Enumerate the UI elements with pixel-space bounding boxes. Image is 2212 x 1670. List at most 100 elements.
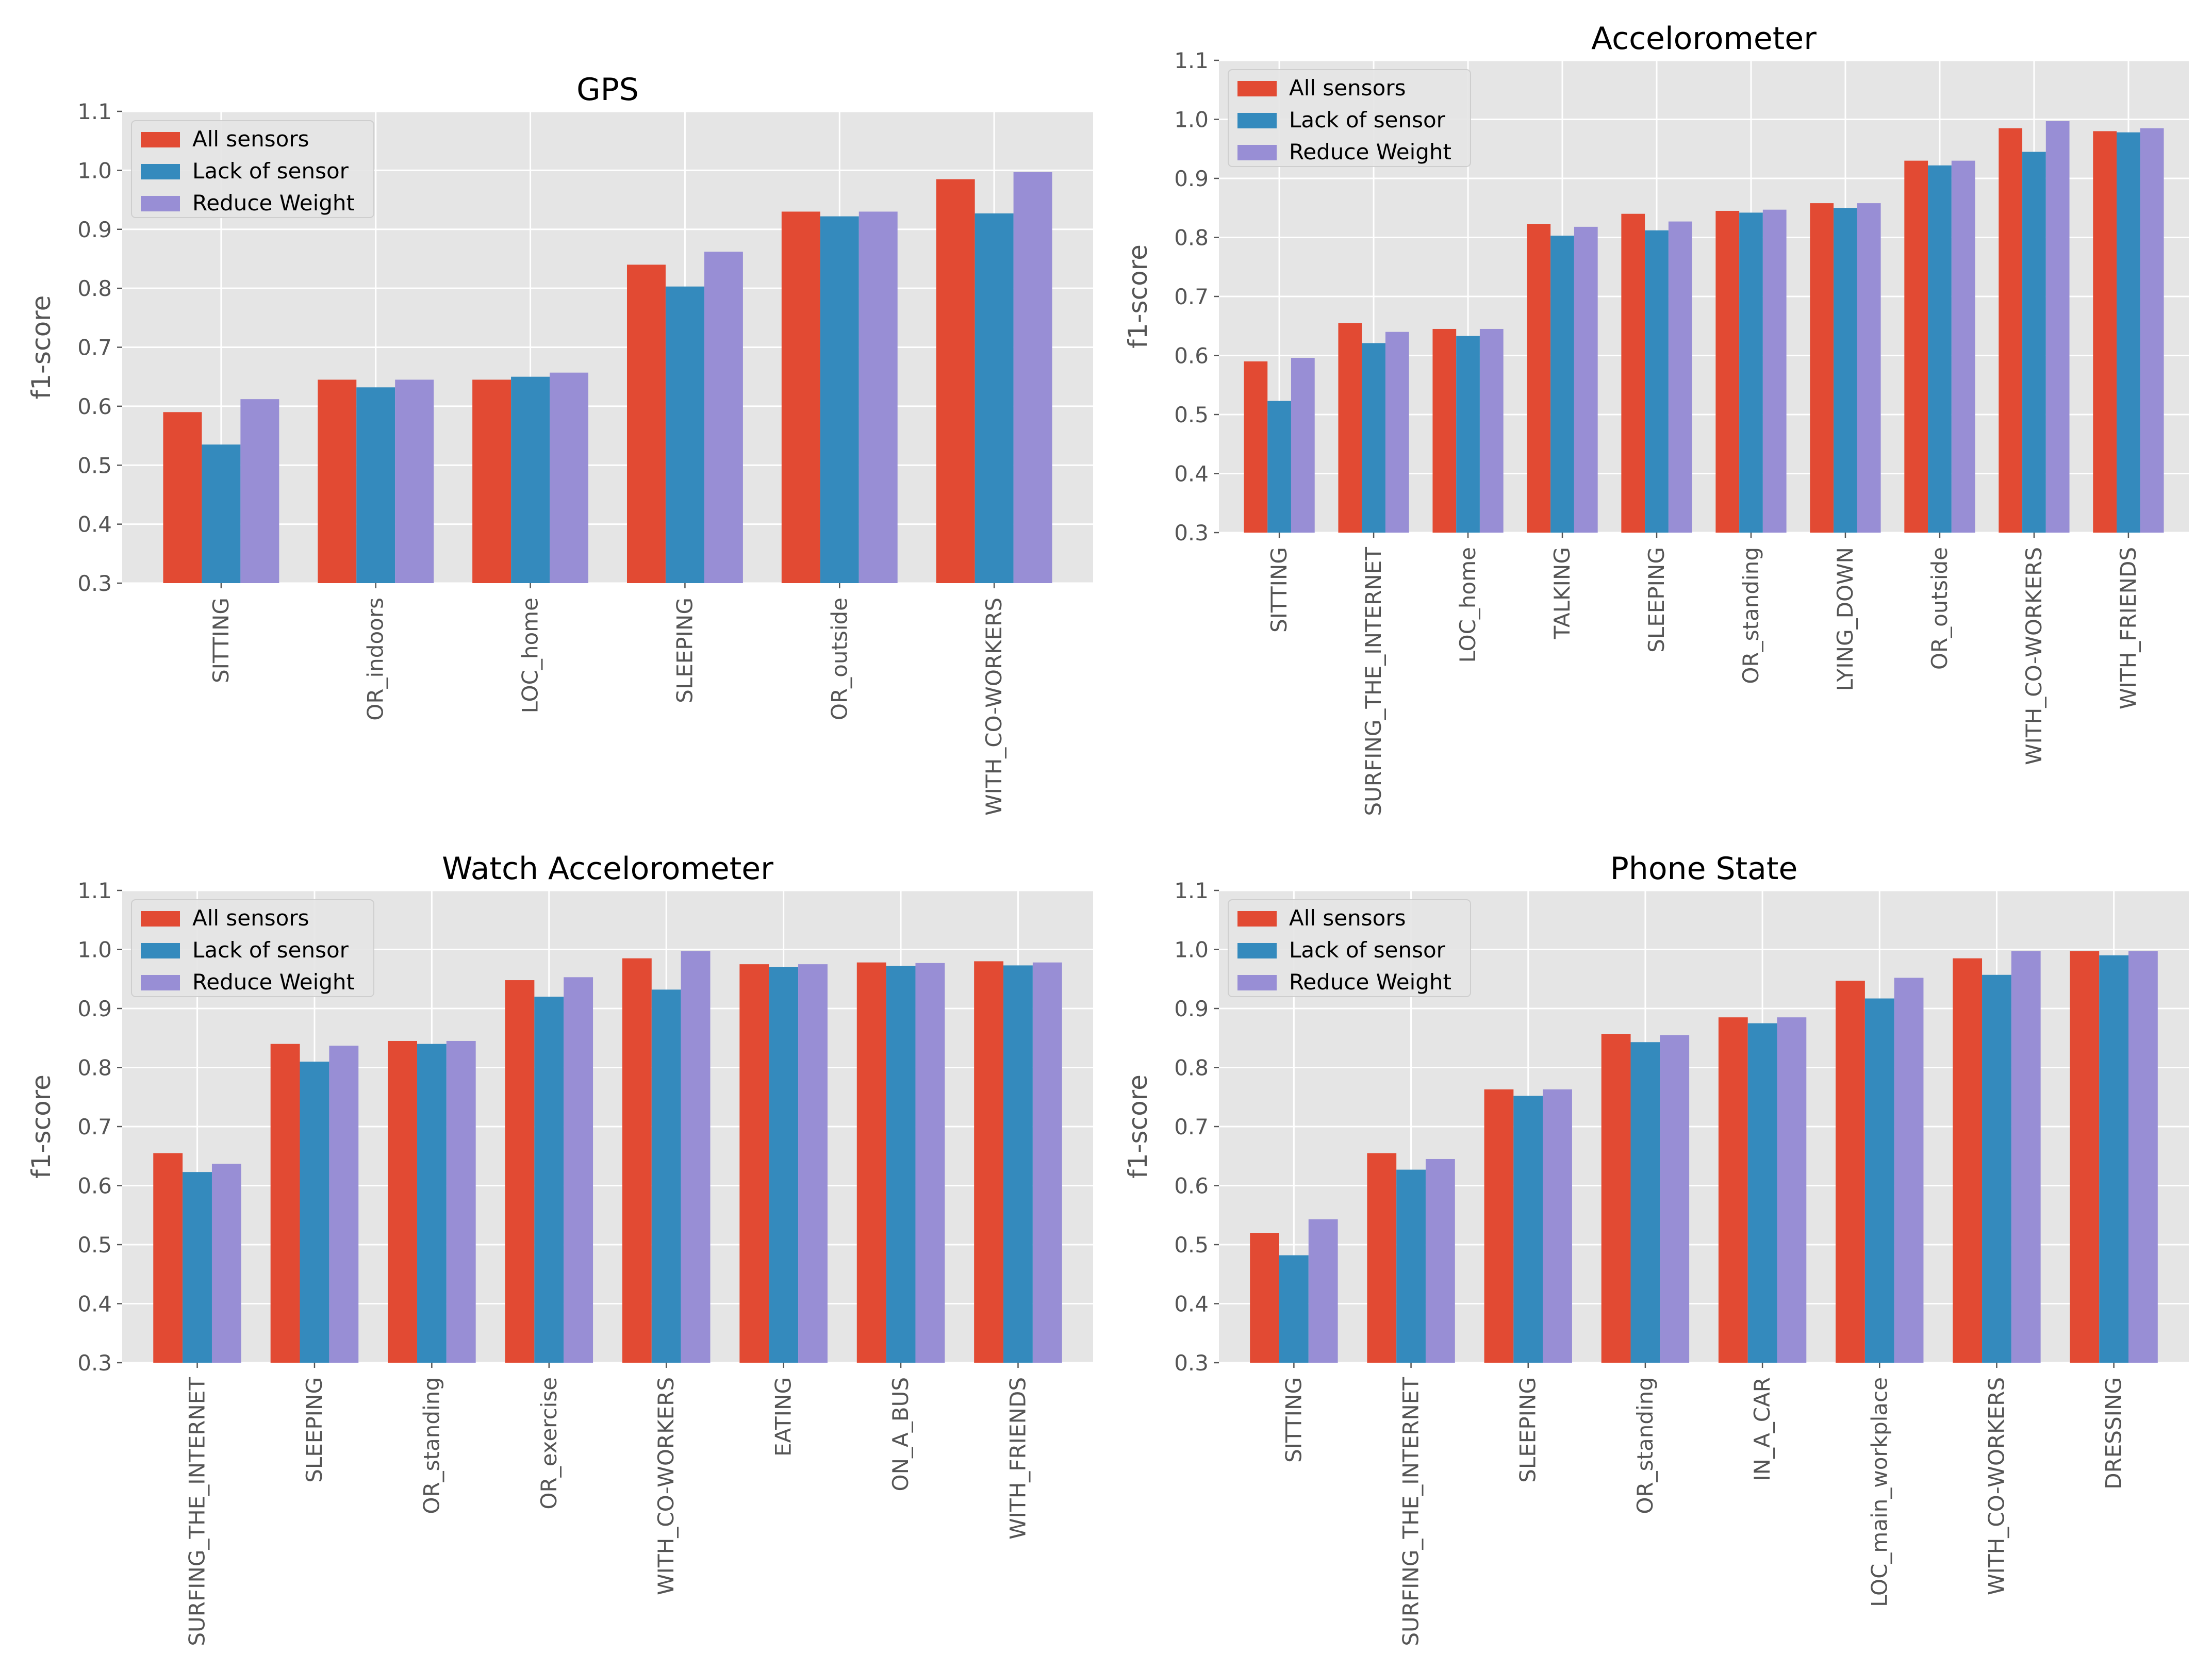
- y-tick-label: 0.7: [1174, 1114, 1209, 1139]
- bar-reduce-weight: [1291, 358, 1315, 533]
- legend-label: All sensors: [1289, 905, 1406, 931]
- y-tick-label: 0.3: [1174, 1350, 1209, 1376]
- y-tick-label: 0.5: [1174, 402, 1209, 427]
- y-tick-label: 0.3: [77, 1350, 112, 1376]
- y-tick-label: 0.7: [77, 1114, 112, 1139]
- y-tick-label: 0.9: [77, 996, 112, 1021]
- bar-reduce-weight: [2140, 128, 2164, 533]
- bar-all-sensors: [1718, 1017, 1748, 1363]
- bar-reduce-weight: [329, 1046, 359, 1363]
- y-tick-label: 0.6: [1174, 343, 1209, 369]
- chart-panel-0: 0.3 0.4 0.5 0.6 0.7 0.8 0.9 1.0 1.1 SITTING OR_ind…: [26, 72, 1093, 816]
- bar-all-sensors: [2070, 951, 2100, 1363]
- x-tick-label: OR_indoors: [363, 598, 388, 721]
- bar-all-sensors: [974, 961, 1004, 1363]
- y-tick-label: 0.4: [1174, 1292, 1209, 1317]
- legend-label: Lack of sensor: [192, 937, 349, 963]
- bar-lack-of-sensor: [1267, 401, 1291, 533]
- bar-all-sensors: [153, 1153, 183, 1363]
- y-tick-label: 0.4: [77, 1292, 112, 1317]
- bar-all-sensors: [505, 980, 535, 1363]
- bar-lack-of-sensor: [820, 216, 859, 583]
- bar-all-sensors: [1484, 1089, 1514, 1363]
- bar-reduce-weight: [915, 963, 945, 1363]
- x-tick-label: ON_A_BUS: [888, 1377, 913, 1491]
- legend-box: [131, 899, 374, 997]
- legend-label: All sensors: [1289, 75, 1406, 101]
- bar-reduce-weight: [1385, 332, 1409, 533]
- y-axis-label: f1-score: [26, 1074, 56, 1179]
- bar-reduce-weight: [2128, 951, 2158, 1363]
- bar-all-sensors: [388, 1040, 417, 1363]
- x-tick-label: SURFING_THE_INTERNET: [185, 1377, 210, 1646]
- x-tick-label: WITH_FRIENDS: [2116, 547, 2141, 709]
- legend-swatch: [141, 975, 180, 990]
- bar-reduce-weight: [211, 1164, 241, 1363]
- bar-reduce-weight: [1425, 1159, 1455, 1363]
- x-tick-label: SLEEPING: [672, 598, 697, 703]
- bar-lack-of-sensor: [1396, 1169, 1426, 1363]
- y-tick-label: 1.1: [1174, 878, 1209, 903]
- x-tick-label: SLEEPING: [1515, 1377, 1541, 1483]
- bar-lack-of-sensor: [1645, 230, 1669, 533]
- chart-title: Accelorometer: [1591, 21, 1817, 57]
- legend-label: Reduce Weight: [1289, 139, 1451, 164]
- bar-lack-of-sensor: [2022, 152, 2046, 533]
- x-tick-label: OR_exercise: [536, 1377, 562, 1510]
- bar-all-sensors: [1527, 224, 1551, 533]
- x-tick-label: DRESSING: [2101, 1377, 2126, 1490]
- bar-lack-of-sensor: [511, 376, 550, 583]
- bar-all-sensors: [1621, 213, 1645, 533]
- y-tick-label: 0.8: [77, 276, 112, 301]
- bar-lack-of-sensor: [300, 1062, 329, 1363]
- y-tick-label: 1.1: [1174, 48, 1209, 73]
- bar-reduce-weight: [1660, 1035, 1690, 1363]
- y-tick-label: 0.6: [77, 394, 112, 419]
- y-tick-label: 1.0: [1174, 937, 1209, 963]
- bar-lack-of-sensor: [1982, 974, 2011, 1363]
- x-tick-label: SURFING_THE_INTERNET: [1361, 547, 1386, 816]
- bar-lack-of-sensor: [1513, 1096, 1543, 1363]
- chart-title: GPS: [576, 72, 639, 108]
- bar-reduce-weight: [240, 399, 279, 583]
- x-tick-label: LOC_home: [1455, 547, 1480, 663]
- bar-reduce-weight: [1777, 1017, 1807, 1363]
- bar-lack-of-sensor: [183, 1172, 212, 1363]
- bar-all-sensors: [472, 379, 511, 583]
- bar-reduce-weight: [1543, 1089, 1572, 1363]
- x-tick-label: WITH_CO-WORKERS: [2021, 547, 2046, 765]
- bar-all-sensors: [1432, 328, 1457, 533]
- y-tick-label: 0.6: [1174, 1173, 1209, 1199]
- x-tick-label: SITTING: [1281, 1377, 1306, 1463]
- y-tick-label: 1.0: [77, 158, 112, 183]
- y-tick-label: 0.3: [1174, 520, 1209, 545]
- legend-swatch: [1237, 81, 1277, 96]
- bar-reduce-weight: [2045, 121, 2070, 533]
- bar-lack-of-sensor: [1550, 236, 1574, 533]
- bar-reduce-weight: [1479, 328, 1504, 533]
- bar-lack-of-sensor: [1279, 1255, 1309, 1363]
- y-tick-label: 0.8: [1174, 1055, 1209, 1081]
- legend-label: Lack of sensor: [1289, 937, 1446, 963]
- chart-panel-3: 0.3 0.4 0.5 0.6 0.7 0.8 0.9 1.0 1.1 SITTING SURFIN…: [1123, 851, 2189, 1646]
- x-tick-label: SITTING: [208, 598, 234, 683]
- legend-label: Lack of sensor: [192, 158, 349, 184]
- y-tick-label: 0.7: [77, 335, 112, 360]
- bar-lack-of-sensor: [1739, 212, 1763, 533]
- bar-reduce-weight: [1032, 962, 1062, 1363]
- chart-panel-2: 0.3 0.4 0.5 0.6 0.7 0.8 0.9 1.0 1.1 SURFING_THE_I…: [26, 851, 1093, 1646]
- bar-all-sensors: [1244, 361, 1268, 533]
- bar-lack-of-sensor: [356, 387, 395, 583]
- y-tick-label: 0.9: [1174, 996, 1209, 1021]
- bar-all-sensors: [1715, 210, 1740, 533]
- bar-reduce-weight: [859, 211, 898, 583]
- bar-lack-of-sensor: [202, 444, 241, 583]
- x-tick-label: WITH_FRIENDS: [1005, 1377, 1030, 1540]
- y-tick-label: 0.4: [77, 512, 112, 537]
- x-tick-label: SURFING_THE_INTERNET: [1398, 1377, 1424, 1646]
- chart-panel-1: 0.3 0.4 0.5 0.6 0.7 0.8 0.9 1.0 1.1 SITTING SURFIN…: [1123, 21, 2189, 816]
- bar-lack-of-sensor: [1834, 208, 1857, 533]
- bar-lack-of-sensor: [417, 1044, 447, 1363]
- bar-lack-of-sensor: [534, 997, 564, 1363]
